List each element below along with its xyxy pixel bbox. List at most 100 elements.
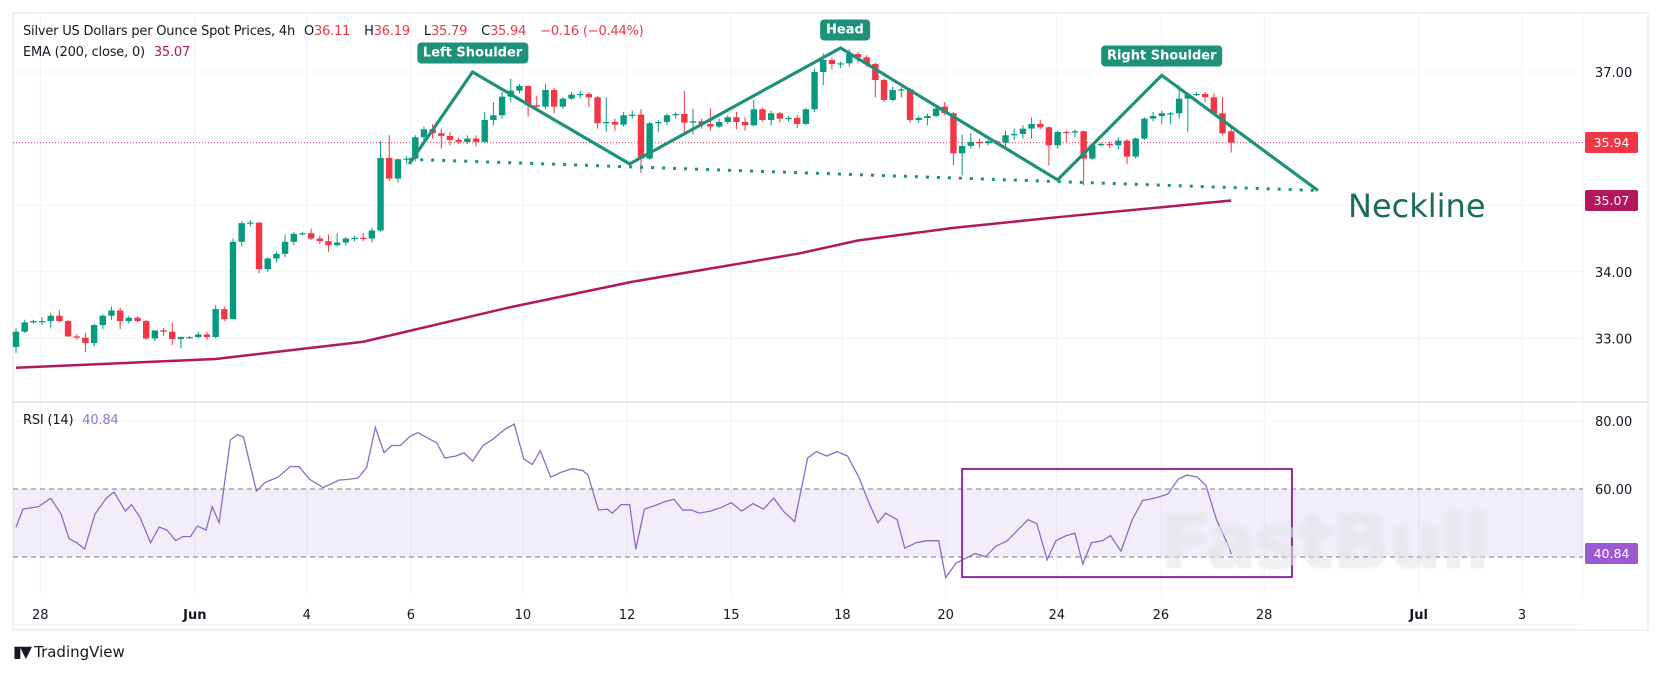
- candle-body: [420, 129, 428, 138]
- candle: [38, 317, 46, 326]
- candle-body: [889, 89, 896, 100]
- chart-frame: [12, 12, 1649, 631]
- candle: [620, 111, 627, 127]
- candle-body: [1071, 131, 1079, 133]
- candle: [394, 158, 402, 183]
- candle-body: [1063, 131, 1070, 134]
- time-tick-label: 18: [834, 608, 851, 623]
- head-label[interactable]: Head: [820, 19, 870, 41]
- candle: [1193, 91, 1200, 96]
- candle-body: [524, 85, 532, 106]
- candle: [212, 305, 219, 339]
- candle-body: [767, 113, 775, 120]
- candle-body: [212, 309, 219, 338]
- ema-line: [15, 199, 1232, 369]
- candle: [889, 86, 896, 102]
- candle-body: [707, 123, 714, 127]
- candle-body: [1184, 94, 1191, 99]
- candle-body: [30, 321, 37, 323]
- candle-body: [611, 121, 619, 125]
- candle-body: [585, 93, 593, 98]
- candle-body: [498, 96, 506, 116]
- candle: [264, 257, 271, 272]
- candle-body: [342, 238, 350, 243]
- candle: [1228, 125, 1235, 153]
- rsi-line: [15, 423, 1293, 580]
- candle-body: [820, 60, 827, 72]
- candle: [186, 335, 193, 339]
- candle-body: [1228, 131, 1235, 143]
- rsi-tick-label: 60.00: [1595, 483, 1632, 498]
- candle-body: [655, 121, 662, 124]
- candle-body: [186, 337, 193, 339]
- left-shoulder-label[interactable]: Left Shoulder: [416, 42, 529, 64]
- time-tick-label: 10: [515, 608, 532, 623]
- candle: [524, 85, 532, 117]
- candle-body: [898, 89, 905, 91]
- rsi-legend[interactable]: RSI (14) 40.84: [23, 413, 124, 428]
- candle: [1141, 117, 1148, 140]
- head-shoulders-pattern[interactable]: [407, 46, 1319, 193]
- candle-body: [446, 135, 454, 140]
- candle-body: [412, 137, 419, 159]
- candle: [568, 91, 575, 100]
- candle-body: [1080, 131, 1087, 159]
- pattern-zigzag-line[interactable]: [407, 46, 1319, 192]
- candle-body: [724, 117, 731, 122]
- candle-body: [846, 54, 853, 64]
- candle: [1184, 93, 1191, 132]
- candle-body: [550, 89, 558, 107]
- candle: [125, 315, 133, 324]
- time-tick-label: 3: [1518, 608, 1526, 623]
- rsi-band-fill: [13, 489, 1583, 557]
- high-label: H: [364, 24, 374, 39]
- candle: [637, 109, 645, 174]
- candle: [585, 91, 593, 107]
- candle: [316, 235, 323, 244]
- symbol-legend[interactable]: Silver US Dollars per Ounce Spot Prices,…: [23, 24, 649, 39]
- candle-body: [255, 222, 263, 270]
- candle: [577, 90, 584, 99]
- rsi-value: 40.84: [82, 413, 119, 428]
- candle-body: [21, 322, 28, 332]
- candle-body: [99, 315, 106, 326]
- candle: [377, 140, 384, 232]
- candle: [794, 114, 801, 128]
- candle: [151, 330, 159, 342]
- candle-body: [333, 242, 341, 246]
- candle-body: [290, 233, 297, 242]
- candle: [446, 131, 454, 146]
- candle: [169, 322, 176, 346]
- candle: [386, 135, 393, 182]
- rsi-highlight-box[interactable]: [961, 467, 1293, 579]
- candle: [950, 111, 957, 166]
- tradingview-logo[interactable]: ▮▼ TradingView: [13, 642, 125, 661]
- time-tick-label: 28: [32, 608, 49, 623]
- neckline-label[interactable]: Neckline: [1348, 187, 1486, 225]
- candle-body: [1219, 113, 1226, 134]
- candle: [21, 319, 28, 334]
- candle-body: [12, 331, 20, 348]
- candle-body: [1045, 127, 1053, 146]
- ema-legend[interactable]: EMA (200, close, 0) 35.07: [23, 45, 195, 60]
- candle: [967, 133, 974, 149]
- right-shoulder-label[interactable]: Right Shoulder: [1100, 45, 1223, 67]
- candle-body: [924, 115, 931, 118]
- candle-body: [681, 113, 688, 123]
- candle: [160, 327, 167, 336]
- candle: [559, 97, 567, 109]
- candle-body: [325, 241, 332, 246]
- candle-body: [125, 317, 133, 322]
- candle-body: [73, 336, 80, 338]
- candle-body: [932, 108, 940, 116]
- candle-body: [386, 157, 393, 179]
- candle: [1149, 111, 1157, 122]
- candle-body: [221, 309, 228, 320]
- candle: [733, 111, 740, 130]
- candle: [177, 336, 185, 349]
- candle: [1028, 117, 1035, 139]
- time-tick-label: 20: [937, 608, 954, 623]
- candle-body: [880, 79, 888, 100]
- ema-price-tag: 35.07: [1585, 190, 1638, 211]
